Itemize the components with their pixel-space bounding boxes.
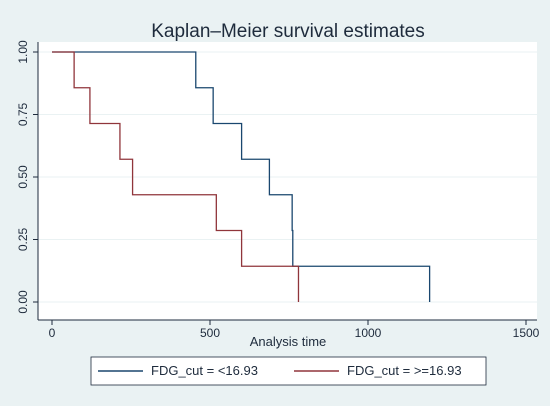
series-line-1: [52, 51, 300, 302]
y-tick-label-0: 0.00: [16, 290, 30, 314]
legend-label-1: FDG_cut = >=16.93: [347, 363, 462, 378]
y-tick-label-2: 0.50: [16, 165, 30, 189]
x-tick-label-1: 500: [200, 326, 220, 340]
series-group: [52, 51, 431, 302]
x-tick-label-3: 1500: [513, 326, 540, 340]
x-axis-label: Analysis time: [250, 334, 327, 349]
chart-title: Kaplan–Meier survival estimates: [151, 21, 425, 42]
y-tick-label-3: 0.75: [16, 102, 30, 126]
y-tick-label-4: 1.00: [16, 40, 30, 64]
x-tick-label-0: 0: [49, 326, 56, 340]
plot-area-background: [38, 42, 537, 320]
y-tick-label-1: 0.25: [16, 227, 30, 251]
x-tick-label-2: 1000: [355, 326, 382, 340]
axes-group: 0.00 0.25 0.50 0.75 1.00 0 500 1000 1500: [16, 40, 540, 340]
legend: FDG_cut = <16.93 FDG_cut = >=16.93: [90, 356, 487, 386]
legend-label-0: FDG_cut = <16.93: [151, 363, 258, 378]
series-line-0: [52, 51, 431, 302]
legend-box: [90, 356, 487, 386]
